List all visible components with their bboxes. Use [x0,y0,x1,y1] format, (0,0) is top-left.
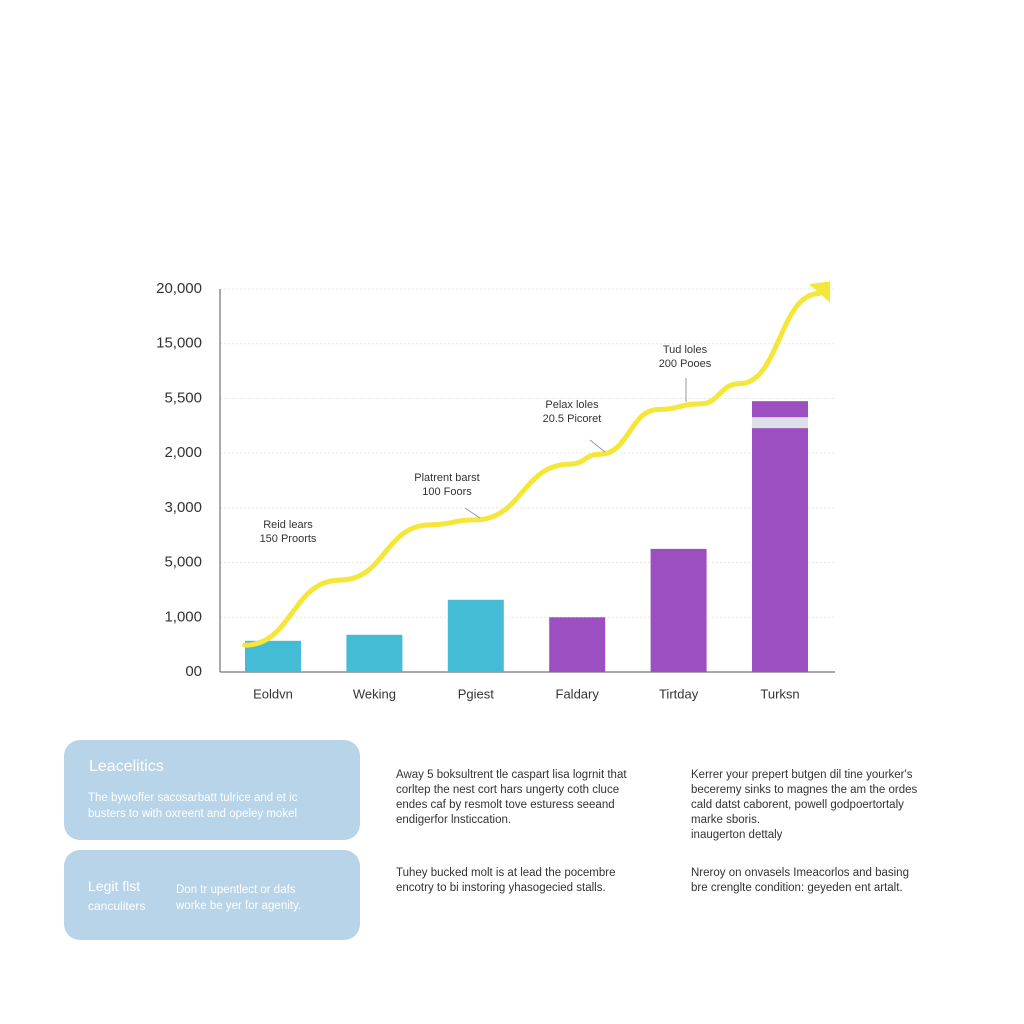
annotation: 100 Foors [422,486,472,498]
bar [346,634,403,672]
annotation: 200 Pooes [659,358,712,370]
trend-line [242,290,823,648]
card-title-line: canculiters [88,899,146,913]
text-line: encotry to bi instoring yhasogecied stal… [396,882,606,894]
annotation: 20.5 Picoret [543,413,602,425]
card-line: busters to with oxreent and opeley mokel [88,808,298,820]
card-body: The bywoffer sacosarbatt tulrice and et … [88,790,297,822]
card-line: The bywoffer sacosarbatt tulrice and et … [88,792,298,804]
y-tick-label: 00 [185,663,202,680]
bar [752,401,808,672]
card-title: Legit flst canculiters [88,876,145,916]
card-line: Don tr upentlect or dafs [176,884,296,896]
paragraph: Tuhey bucked molt is at lead the pocembr… [396,866,627,896]
bar-highlight [752,417,808,429]
card-body: Don tr upentlect or dafs worke be yer for… [176,882,301,914]
card: Leacelitics The bywoffer sacosarbatt tul… [64,740,360,840]
bar [549,617,606,672]
y-tick-label: 1,000 [164,608,202,625]
card-line: worke be yer for agenity. [176,900,302,912]
text-line: beceremy sinks to magnes the am the orde… [691,784,918,796]
text-column: Away 5 boksultrent tle caspart lisa logr… [396,768,627,934]
paragraph: Nreroy on onvasels Imeacorlos and basing… [691,866,917,896]
card-title: Leacelitics [89,758,164,775]
text-line: Kerrer your prepert butgen dil tine your… [691,769,913,781]
text-line: bre crenglte condition: geyeden ent arta… [691,882,903,894]
y-tick-label: 15,000 [156,335,202,352]
paragraph: Kerrer your prepert butgen dil tine your… [691,768,917,843]
annotation-pointer [589,439,606,453]
bar [447,599,504,672]
annotation: Reid lears [263,519,313,531]
y-tick-label: 2,000 [164,444,202,461]
y-tick-label: 5,000 [164,554,202,571]
y-tick-label: 3,000 [164,499,202,516]
text-line: corltep the nest cort hars ungerty coth … [396,784,620,796]
y-tick-label: 5,500 [164,389,202,406]
x-tick-label: Weking [353,686,396,701]
text-line: Nreroy on onvasels Imeacorlos and basing [691,867,909,879]
text-line: marke sboris. [691,814,761,826]
chart: 00 1,000 5,000 3,000 2,000 5,500 15,000 20,000 E… [156,280,835,701]
x-tick-label: Pgiest [458,686,495,701]
y-tick-label: 20,000 [156,280,202,297]
text-line: cald datst caborent, powell godpoertorta… [691,799,904,811]
text-line: Tuhey bucked molt is at lead the pocembr… [396,867,616,879]
annotation: Tud loles [663,344,708,356]
x-tick-label: Turksn [760,686,799,701]
annotation: Platrent barst [414,472,479,484]
text-line: endigerfor lnsticcation. [396,814,512,826]
x-tick-label: Faldary [556,686,600,701]
text-line: inaugerton dettaly [691,829,783,841]
text-line: endes caf by resmolt tove esturess seean… [396,799,615,811]
paragraph: Away 5 boksultrent tle caspart lisa logr… [396,768,627,828]
annotation: 150 Proorts [260,533,317,545]
text-column: Kerrer your prepert butgen dil tine your… [691,768,917,934]
arrow-head [809,281,831,303]
x-tick-label: Eoldvn [253,686,293,701]
annotation: Pelax loles [545,399,599,411]
x-tick-label: Tirtday [659,686,699,701]
annotation-pointer [464,507,481,519]
text-line: Away 5 boksultrent tle caspart lisa logr… [396,769,627,781]
card: Legit flst canculiters Don tr upentlect o… [64,850,360,940]
card-title-line: Legit flst [88,878,141,894]
bar [650,548,707,672]
